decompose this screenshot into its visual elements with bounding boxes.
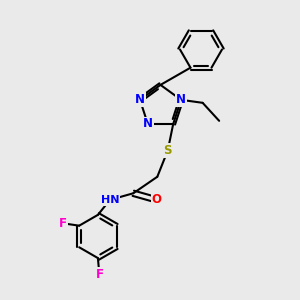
Text: N: N [143,118,153,130]
Text: S: S [164,144,172,157]
Text: HN: HN [100,195,119,205]
Text: F: F [95,268,104,281]
Text: F: F [59,217,67,230]
Text: N: N [135,93,145,106]
Text: N: N [176,93,186,106]
Text: O: O [152,194,162,206]
